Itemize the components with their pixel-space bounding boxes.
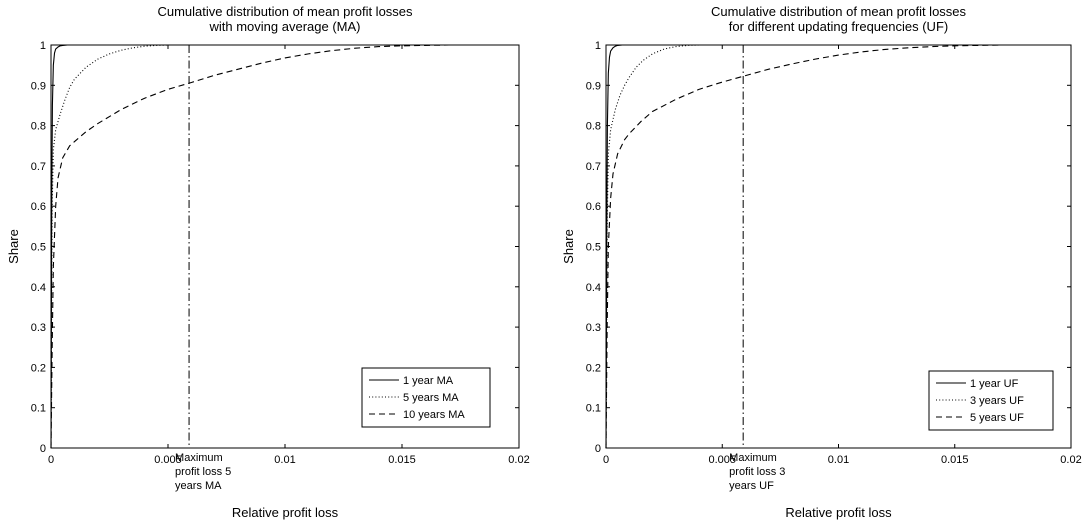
legend: 1 year MA 5 years MA 10 years MA — [361, 367, 491, 428]
legend-entry-1: 1 year UF — [970, 378, 1019, 390]
y-tick-label: 0.7 — [31, 161, 46, 173]
y-tick-label: 0 — [595, 443, 601, 455]
y-tick-label: 0.5 — [586, 242, 601, 254]
legend-entry-2: 3 years UF — [970, 395, 1024, 407]
series-line-2 — [50, 44, 180, 449]
x-tick-label: 0 — [48, 454, 54, 466]
y-tick-label: 0.3 — [586, 322, 601, 334]
y-tick-label: 0.7 — [586, 161, 601, 173]
chart-title-line-1: Cumulative distribution of mean profit l… — [157, 4, 413, 19]
y-tick-label: 0 — [40, 443, 46, 455]
series-line-2 — [605, 44, 711, 449]
chart-title-line-2: for different updating frequencies (UF) — [729, 19, 948, 34]
chart-panel-2: Cumulative distribution of mean profit l… — [561, 4, 1082, 520]
legend-entry-1: 1 year MA — [403, 375, 454, 387]
chart-panel-1: Cumulative distribution of mean profit l… — [6, 4, 530, 520]
y-tick-label: 0.8 — [31, 121, 46, 133]
y-tick-label: 0.3 — [31, 322, 46, 334]
max-profit-loss-annotation-line-1: Maximum — [175, 452, 223, 464]
x-tick-label: 0 — [603, 454, 609, 466]
y-tick-label: 1 — [595, 40, 601, 52]
max-profit-loss-annotation-line-3: years MA — [175, 480, 222, 492]
series-line-1 — [605, 44, 1071, 449]
max-profit-loss-annotation-line-2: profit loss 3 — [729, 466, 785, 478]
y-tick-label: 0.4 — [31, 282, 46, 294]
y-tick-label: 0.6 — [31, 201, 46, 213]
y-axis-label: Share — [6, 229, 21, 264]
y-tick-label: 0.9 — [31, 80, 46, 92]
y-tick-label: 0.1 — [586, 403, 601, 415]
y-tick-label: 1 — [40, 40, 46, 52]
series-line-3 — [50, 44, 449, 449]
legend-box — [361, 367, 491, 428]
chart-title-line-2: with moving average (MA) — [209, 19, 361, 34]
x-tick-label: 0.02 — [1060, 454, 1081, 466]
x-tick-label: 0.015 — [388, 454, 416, 466]
legend-entry-3: 10 years MA — [403, 409, 465, 421]
y-tick-label: 0.1 — [31, 403, 46, 415]
legend-entry-2: 5 years MA — [403, 392, 459, 404]
x-tick-label: 0.015 — [941, 454, 969, 466]
y-tick-label: 0.8 — [586, 121, 601, 133]
y-axis-label: Share — [561, 229, 576, 264]
max-profit-loss-annotation-line-2: profit loss 5 — [175, 466, 231, 478]
y-tick-label: 0.5 — [31, 242, 46, 254]
x-tick-label: 0.005 — [154, 454, 182, 466]
x-tick-label: 0.02 — [508, 454, 529, 466]
x-tick-label: 0.01 — [274, 454, 295, 466]
x-axis-label: Relative profit loss — [785, 505, 892, 520]
legend: 1 year UF 3 years UF 5 years UF — [928, 370, 1054, 431]
y-tick-label: 0.6 — [586, 201, 601, 213]
chart-title-line-1: Cumulative distribution of mean profit l… — [711, 4, 967, 19]
y-tick-label: 0.9 — [586, 80, 601, 92]
x-tick-label: 0.01 — [828, 454, 849, 466]
series-line-3 — [605, 44, 1002, 449]
x-axis-label: Relative profit loss — [232, 505, 339, 520]
legend-entry-3: 5 years UF — [970, 412, 1024, 424]
y-tick-label: 0.4 — [586, 282, 601, 294]
y-tick-label: 0.2 — [586, 362, 601, 374]
y-tick-label: 0.2 — [31, 362, 46, 374]
max-profit-loss-annotation-line-3: years UF — [729, 480, 774, 492]
max-profit-loss-annotation-line-1: Maximum — [729, 452, 777, 464]
x-tick-label: 0.005 — [708, 454, 736, 466]
series-line-1 — [50, 44, 519, 449]
